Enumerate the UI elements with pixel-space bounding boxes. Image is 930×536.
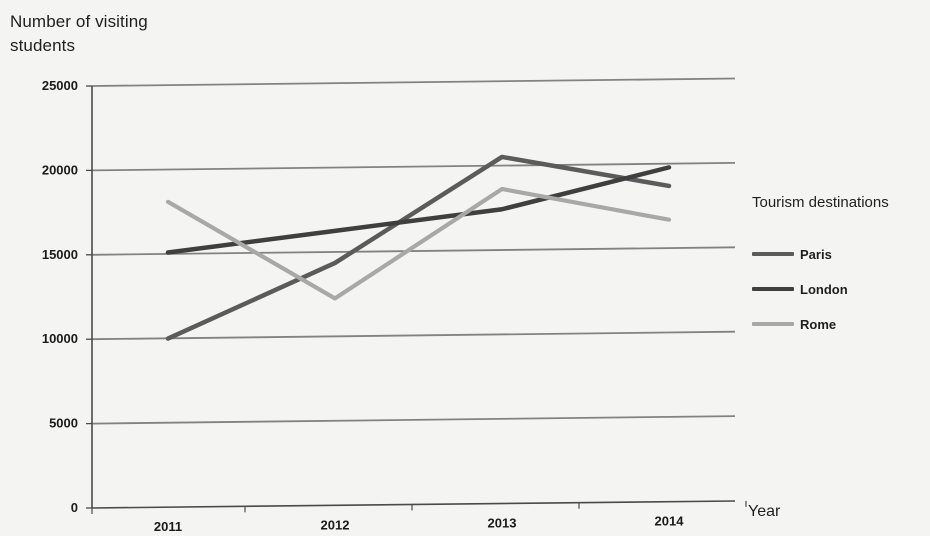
gridline-25000 xyxy=(91,77,736,87)
x-tick-label-2011: 2011 xyxy=(154,519,182,534)
legend-label-london: London xyxy=(800,281,848,297)
y-tick-label-5000: 5000 xyxy=(49,416,78,431)
gridline-10000 xyxy=(91,330,736,341)
series-layer xyxy=(165,154,672,341)
ticks-layer: 0 5000 10000 15000 20000 25000 2011 2012 2013 201… xyxy=(42,78,747,534)
legend-swatch-rome xyxy=(752,322,794,326)
legend-title: Tourism destinations xyxy=(752,194,889,211)
legend-item-paris: Paris xyxy=(752,244,832,264)
x-tick-label-2013: 2013 xyxy=(488,516,517,531)
x-axis-label: Year xyxy=(748,503,781,520)
y-axis-label: Number of visiting students xyxy=(10,12,148,55)
series-line-rome xyxy=(165,186,672,301)
y-tick-label-25000: 25000 xyxy=(42,78,78,93)
x-tick-label-2014: 2014 xyxy=(655,514,685,529)
y-tick-label-15000: 15000 xyxy=(42,247,78,262)
x-tick-label-2012: 2012 xyxy=(321,517,350,532)
y-tick-label-20000: 20000 xyxy=(42,162,78,177)
gridline-20000 xyxy=(91,162,736,172)
legend-swatch-paris xyxy=(752,252,794,256)
gridline-15000 xyxy=(91,246,736,256)
legend-label-rome: Rome xyxy=(800,316,837,332)
grid-layer xyxy=(91,77,736,425)
y-tick-label-0: 0 xyxy=(71,500,78,515)
legend-swatch-london xyxy=(752,287,794,291)
series-line-london xyxy=(165,165,672,255)
legend-item-london: London xyxy=(752,279,848,299)
axis-layer xyxy=(91,86,736,509)
x-axis-line xyxy=(91,500,736,509)
legend-item-rome: Rome xyxy=(752,314,836,334)
series-line-paris xyxy=(165,154,672,341)
legend-label-paris: Paris xyxy=(800,246,832,262)
y-tick-label-10000: 10000 xyxy=(42,331,78,346)
gridline-5000 xyxy=(91,415,736,425)
